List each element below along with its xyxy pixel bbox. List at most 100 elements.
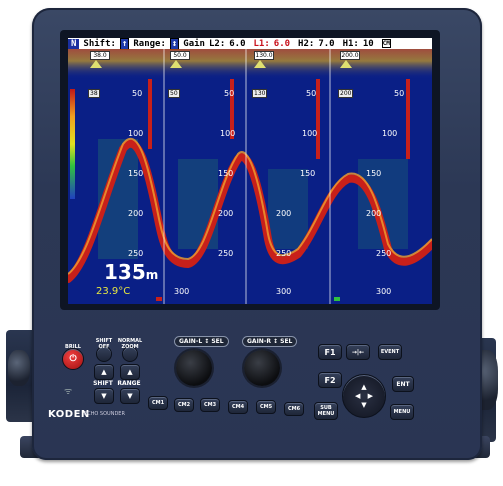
status-mark-2 (334, 297, 340, 301)
gain-label: Gain (183, 38, 205, 49)
status-mark-1 (156, 297, 162, 301)
shift-off-button[interactable] (96, 346, 112, 362)
tick-50: 50 (306, 89, 317, 98)
echogram (68, 49, 432, 304)
range-label: RANGE (117, 380, 141, 387)
panel-cap: 130 (252, 89, 268, 98)
tick-100: 100 (382, 129, 398, 138)
tick-150: 150 (128, 169, 144, 178)
f1-button[interactable]: F1 (318, 344, 342, 360)
tick-50: 50 (394, 89, 405, 98)
panel-cap: 200 (338, 89, 354, 98)
tick-250: 250 (128, 249, 144, 258)
shift-off-label: SHIFT OFF (95, 338, 113, 350)
brill-label: BRILL (65, 344, 81, 350)
freq-box: 200.0 (340, 51, 360, 60)
event-button[interactable]: EVENT (378, 344, 402, 360)
bottom-echo-edge (68, 137, 432, 275)
tick-100: 100 (220, 129, 236, 138)
gain-l2: L2: 6.0 (208, 38, 246, 49)
range-down-button[interactable]: ▼ (120, 388, 140, 404)
mode-indicator: N (68, 38, 80, 49)
tick-150: 150 (366, 169, 382, 178)
sonar-screen: N Shift: ↑ Range: ↕ Gain L2: 6.0 L1: 6.0 H… (68, 38, 432, 304)
panel-2: 50.0 50 50 100 150 200 250 300 (164, 49, 246, 304)
freq-box: 130.0 (254, 51, 274, 60)
gain-r-knob[interactable] (244, 350, 280, 386)
gain-h1: H1: 10 (342, 38, 374, 49)
bottom-echo (68, 139, 432, 283)
tick-200: 200 (276, 209, 292, 218)
brand-logo: KODEN (48, 409, 90, 420)
panel-cap: 50 (168, 89, 180, 98)
tick-50: 50 (224, 89, 235, 98)
panel-cap: 38 (88, 89, 100, 98)
range-value: ↕ (169, 38, 180, 50)
wifi-icon: ᯤ (64, 387, 73, 397)
tick-250: 250 (276, 249, 292, 258)
mark-button[interactable]: →|← (346, 344, 370, 360)
shift-up-button[interactable]: ▲ (94, 364, 114, 380)
enter-button[interactable]: ENT (392, 376, 414, 392)
sub-menu-button[interactable]: SUB MENU (314, 402, 338, 420)
transducer-icon (170, 60, 182, 68)
triangle-up-icon: ▲ (127, 368, 133, 376)
transducer-icon (254, 60, 266, 68)
tick-250: 250 (376, 249, 392, 258)
panel-1: 38.0 38 50 100 150 200 250 (68, 49, 164, 304)
echo-noise (98, 139, 408, 259)
triangle-down-icon: ▼ (101, 392, 107, 400)
normal-zoom-button[interactable] (122, 346, 138, 362)
panel-dividers (163, 49, 331, 304)
gain-r-sel-button[interactable]: GAIN-R ↕ SEL (242, 336, 298, 347)
power-icon: ⏻ (69, 354, 77, 364)
tick-300: 300 (174, 287, 190, 296)
cm4-button[interactable]: CM4 (228, 400, 248, 414)
power-button[interactable]: ⏻ (62, 348, 84, 370)
tick-50: 50 (132, 89, 143, 98)
freq-box: 38.0 (90, 51, 110, 60)
status-bar: N Shift: ↑ Range: ↕ Gain L2: 6.0 L1: 6.0 H… (68, 38, 432, 50)
range-label: Range: (133, 38, 166, 49)
cm3-button[interactable]: CM3 (200, 398, 220, 412)
cm2-button[interactable]: CM2 (174, 398, 194, 412)
cursor-arrows-icon: ▲ ◀ ▶ ▼ (354, 382, 374, 409)
cursor-pad[interactable]: ▲ ◀ ▶ ▼ (342, 374, 386, 418)
tick-150: 150 (218, 169, 234, 178)
gain-l-sel-button[interactable]: GAIN-L ↕ SEL (174, 336, 229, 347)
cm5-button[interactable]: CM5 (256, 400, 276, 414)
cm1-button[interactable]: CM1 (148, 396, 168, 410)
range-up-button[interactable]: ▲ (120, 364, 140, 380)
menu-button[interactable]: MENU (390, 404, 414, 420)
tick-250: 250 (218, 249, 234, 258)
depth-readout: 135m (104, 260, 159, 284)
tick-150: 150 (300, 169, 316, 178)
spikes (148, 79, 410, 159)
triangle-up-icon: ▲ (101, 368, 107, 376)
freq-box: 50.0 (170, 51, 190, 60)
normal-zoom-label: NORMAL ZOOM (117, 338, 143, 350)
cm6-button[interactable]: CM6 (284, 402, 304, 416)
gain-h2: H2: 7.0 (298, 38, 335, 49)
model-label: ECHO SOUNDER (84, 411, 125, 417)
shift-down-button[interactable]: ▼ (94, 388, 114, 404)
surface-clutter (68, 49, 432, 79)
tick-100: 100 (302, 129, 318, 138)
shift-value: ↑ (119, 38, 130, 50)
triangle-down-icon: ▼ (127, 392, 133, 400)
shift-label: SHIFT (93, 380, 113, 387)
tick-200: 200 (218, 209, 234, 218)
gain-l-knob[interactable] (176, 350, 212, 386)
color-scale (70, 89, 75, 199)
panel-4: 200.0 200 50 100 150 200 250 300 (330, 49, 432, 304)
tick-300: 300 (276, 287, 292, 296)
shift-label: Shift: (83, 38, 116, 49)
left-bracket-knob[interactable] (8, 350, 30, 386)
cm-box: CM (381, 39, 391, 48)
transducer-icon (340, 60, 352, 68)
tick-200: 200 (366, 209, 382, 218)
panel-3: 130.0 130 50 100 150 200 250 300 (246, 49, 330, 304)
tick-100: 100 (128, 129, 144, 138)
tick-200: 200 (128, 209, 144, 218)
f2-button[interactable]: F2 (318, 372, 342, 388)
